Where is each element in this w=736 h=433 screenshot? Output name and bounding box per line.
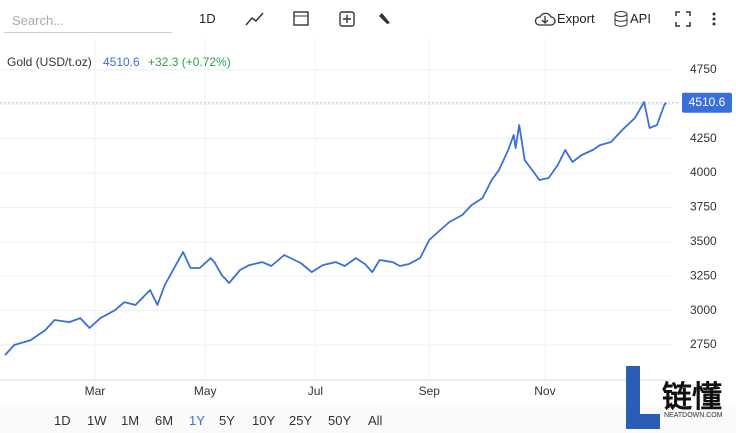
y-tick-label: 2750 bbox=[690, 337, 717, 351]
calendar-icon[interactable] bbox=[293, 11, 309, 26]
export-icon[interactable] bbox=[534, 10, 556, 28]
menu-icon[interactable] bbox=[712, 12, 716, 26]
legend-name: Gold (USD/t.oz) bbox=[7, 55, 92, 69]
range-button[interactable]: 1Y bbox=[189, 413, 205, 428]
range-button[interactable]: 10Y bbox=[252, 413, 276, 428]
legend-value: 4510.6 bbox=[103, 55, 140, 69]
y-tick-label: 3500 bbox=[690, 234, 717, 248]
more-icons bbox=[675, 11, 716, 27]
add-plus bbox=[343, 15, 351, 23]
watermark-site: NEATDOWN.COM bbox=[664, 412, 723, 419]
range-button[interactable]: 1W bbox=[87, 413, 107, 428]
y-tick-label: 3000 bbox=[690, 303, 717, 317]
line-icon[interactable] bbox=[245, 12, 264, 26]
wrench-icon[interactable] bbox=[379, 13, 390, 24]
chart: Gold (USD/t.oz) 4510.6 +32.3 (+0.72%) 27… bbox=[0, 38, 732, 398]
watermark-logo-shape bbox=[626, 366, 660, 429]
watermark-logo: 链懂 bbox=[662, 380, 722, 415]
last-price-label: 4510.6 bbox=[689, 95, 726, 109]
x-tick-label: Mar bbox=[85, 384, 106, 398]
y-tick-label: 4750 bbox=[690, 62, 717, 76]
range-button[interactable]: 5Y bbox=[219, 413, 235, 428]
toolbar-icons bbox=[245, 11, 390, 27]
y-tick-label: 4000 bbox=[690, 165, 717, 179]
fullscreen-icon[interactable] bbox=[675, 11, 691, 27]
range-button[interactable]: 25Y bbox=[289, 413, 313, 428]
x-tick-label: May bbox=[194, 384, 217, 398]
interval-button[interactable]: 1D bbox=[199, 11, 216, 26]
price-line bbox=[4, 101, 667, 356]
range-button[interactable]: 1D bbox=[54, 413, 71, 428]
last-price-box bbox=[682, 92, 732, 113]
x-tick-label: Sep bbox=[419, 384, 441, 398]
x-tick-label: Nov bbox=[534, 384, 555, 398]
y-tick-label: 3750 bbox=[690, 200, 717, 214]
range-button[interactable]: 1M bbox=[121, 413, 140, 428]
watermark: 链懂 NEATDOWN.COM bbox=[622, 362, 736, 433]
range-button[interactable]: 6M bbox=[155, 413, 174, 428]
y-tick-label: 3250 bbox=[690, 268, 717, 282]
export-button[interactable]: Export bbox=[557, 11, 595, 26]
y-tick-label: 4250 bbox=[690, 131, 717, 145]
api-icon[interactable] bbox=[613, 10, 629, 28]
range-button[interactable]: All bbox=[368, 413, 383, 428]
legend-change: +32.3 (+0.72%) bbox=[148, 55, 231, 69]
api-button[interactable]: API bbox=[630, 11, 651, 26]
add-icon[interactable] bbox=[339, 11, 355, 27]
x-tick-label: Jul bbox=[308, 384, 323, 398]
range-bar: 1D 1W 1M 6M 1Y 5Y 10Y 25Y 50Y All bbox=[0, 405, 736, 433]
search-box[interactable]: Search... bbox=[4, 7, 172, 33]
range-button[interactable]: 50Y bbox=[328, 413, 352, 428]
